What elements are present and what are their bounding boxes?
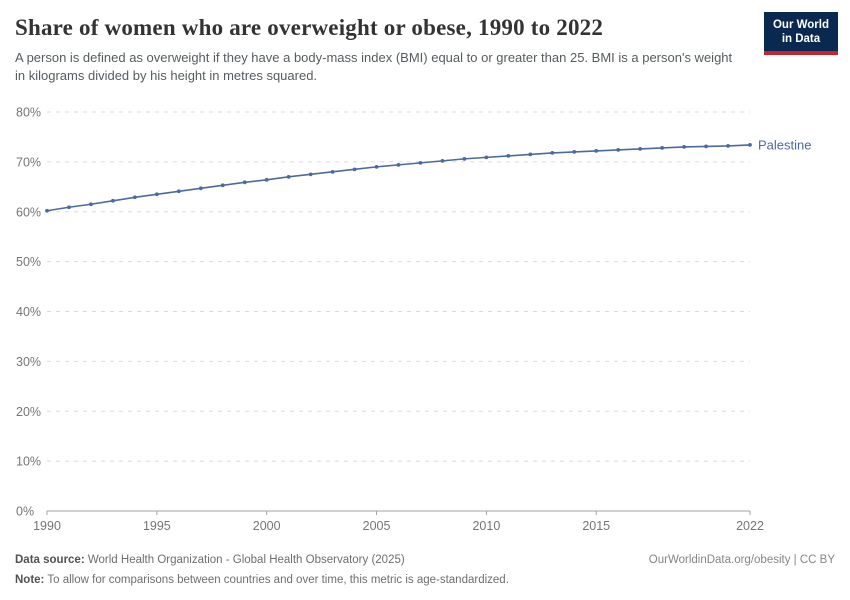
data-point [616,148,621,152]
data-point [748,143,752,147]
data-point [660,146,665,150]
data-point [154,192,159,197]
data-point [440,158,445,163]
x-axis-tick-label: 1990 [33,519,61,533]
chart-titles: Share of women who are overweight or obe… [15,14,755,85]
data-point [484,155,489,160]
y-axis-tick-label: 10% [16,455,41,469]
data-point [308,172,313,177]
data-point [330,169,335,174]
data-point [286,174,291,179]
page-title: Share of women who are overweight or obe… [15,15,604,40]
y-axis-tick-label: 60% [16,205,41,219]
data-point [462,156,467,161]
chart-header: Share of women who are overweight or obe… [0,0,850,95]
data-source: Data source: World Health Organization -… [15,550,405,570]
x-axis-tick-label: 2005 [363,519,391,533]
data-point [264,177,269,182]
data-point [374,164,379,169]
data-point [726,144,730,148]
x-axis-tick-label: 2010 [472,519,500,533]
y-axis-tick-label: 70% [16,155,41,169]
data-point [89,202,93,207]
x-axis-tick-label: 2000 [253,519,281,533]
series-label-palestine[interactable]: Palestine [758,137,811,152]
x-axis-tick-label: 2015 [582,519,610,533]
chart-subtitle: A person is defined as overweight if the… [15,49,733,83]
data-point [528,152,533,157]
y-axis-tick-label: 0% [16,505,34,519]
owid-logo-line1: Our World [772,19,829,31]
chart-area: 0% 10% 20% 30% 40% 50% 60% 70% 80% 1990 1995 2000 20… [0,95,850,540]
data-point [220,183,225,188]
line-chart: 0% 10% 20% 30% 40% 50% 60% 70% 80% 1990 1995 2000 20… [16,106,811,534]
data-point [572,150,577,154]
chart-footer: Data source: World Health Organization -… [15,550,835,590]
y-axis-tick-label: 40% [16,305,41,319]
data-point [704,144,708,149]
data-point [550,150,555,155]
data-point [396,162,401,167]
y-axis-tick-label: 20% [16,405,41,419]
data-point [67,205,71,210]
data-point [418,160,423,165]
y-axis-tick-label: 50% [16,255,41,269]
note-value: To allow for comparisons between countri… [47,574,509,586]
x-axis-tick-label: 1995 [143,519,171,533]
data-point [45,208,49,213]
owid-logo[interactable]: Our World in Data [763,12,838,55]
x-axis-tick-label: 2022 [736,519,764,533]
data-point [198,186,203,191]
data-source-value: World Health Organization - Global Healt… [87,554,405,566]
data-point [352,167,357,172]
footer-sources-row: Data source: World Health Organization -… [15,550,835,570]
data-point [111,198,115,203]
data-point [506,153,511,158]
footer-note-row: Note: To allow for comparisons between c… [15,570,835,590]
trend-line [46,144,751,212]
data-point [594,149,599,153]
data-point [682,145,686,149]
data-point [176,189,181,194]
y-axis-tick-label: 30% [16,355,41,369]
data-source-label: Data source: [15,554,85,566]
y-axis-tick-label: 80% [16,106,41,120]
data-point [132,195,137,200]
license-link[interactable]: OurWorldinData.org/obesity | CC BY [648,554,835,566]
data-point [242,180,247,185]
owid-logo-line2: in Data [781,33,821,46]
data-point [638,147,643,151]
footer-note: Note: To allow for comparisons between c… [15,570,509,590]
note-label: Note: [15,574,45,586]
